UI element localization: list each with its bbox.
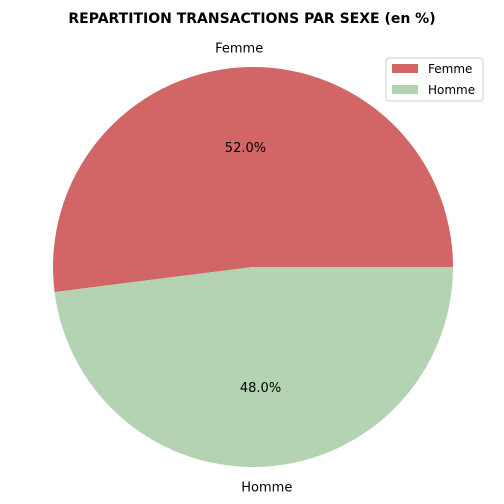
legend: Femme Homme xyxy=(385,57,484,102)
legend-swatch-homme xyxy=(392,85,418,94)
legend-label-femme: Femme xyxy=(428,62,472,76)
pie-slice-femme xyxy=(52,66,453,293)
slice-label-homme: Homme xyxy=(241,481,292,496)
pie-labels: Femme 52.0% Homme 48.0% xyxy=(215,41,292,495)
slice-label-femme: Femme xyxy=(215,41,263,56)
pie-slice-homme xyxy=(54,267,454,467)
percent-label-femme: 52.0% xyxy=(225,141,266,156)
legend-label-homme: Homme xyxy=(428,83,475,97)
percent-label-homme: 48.0% xyxy=(240,381,281,396)
chart-title: REPARTITION TRANSACTIONS PAR SEXE (en %) xyxy=(68,11,435,27)
legend-swatch-femme xyxy=(392,64,418,73)
pie-slices xyxy=(52,66,454,467)
